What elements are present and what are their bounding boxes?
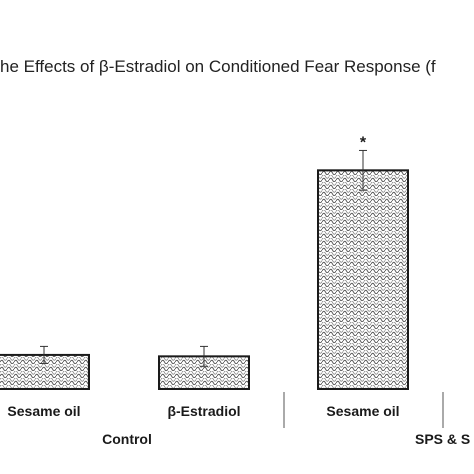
chart-title: he Effects of β-Estradiol on Conditioned… <box>0 57 436 76</box>
error-bar-0 <box>40 345 48 364</box>
error-bar-1 <box>200 345 208 367</box>
plot-area: Sesame oil β-Estradiol Sesame oil * Control S… <box>0 134 470 447</box>
error-bar-2 <box>359 149 367 191</box>
category-label-2: Sesame oil <box>326 403 399 419</box>
significance-marker-0: * <box>360 134 367 151</box>
group-label-1: SPS & S <box>415 431 470 447</box>
group-label-0: Control <box>102 431 152 447</box>
category-label-1: β-Estradiol <box>167 403 240 419</box>
bar-2 <box>317 169 409 390</box>
category-label-0: Sesame oil <box>7 403 80 419</box>
